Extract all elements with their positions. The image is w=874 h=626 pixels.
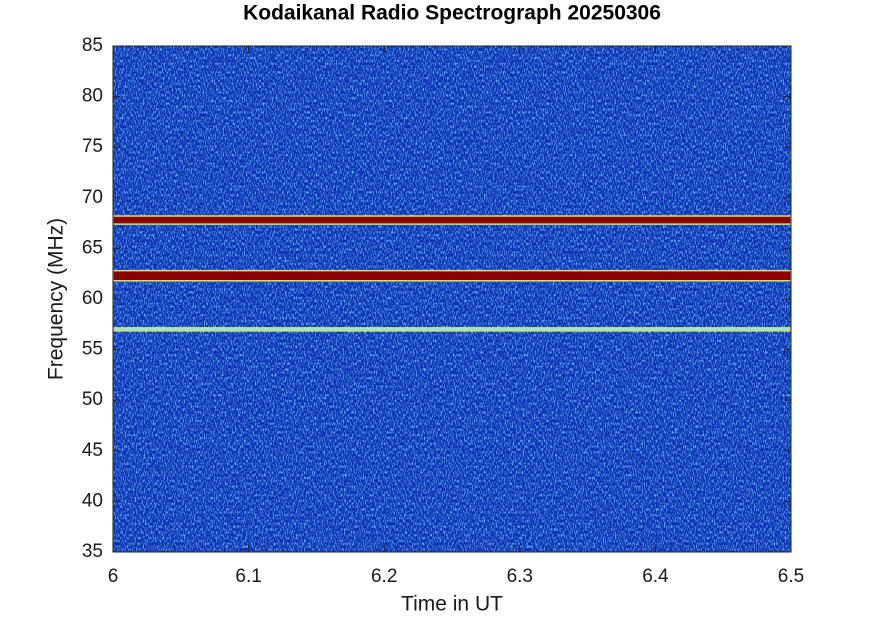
emission-band xyxy=(113,215,791,225)
y-tick-label: 45 xyxy=(82,440,103,461)
y-tick-label: 60 xyxy=(82,288,103,309)
x-tick-label: 6.4 xyxy=(642,566,669,587)
x-tick-label: 6.3 xyxy=(507,566,533,587)
y-tick-label: 70 xyxy=(82,187,103,208)
plot-area xyxy=(113,46,791,552)
x-tick-label: 6 xyxy=(108,566,119,587)
y-axis-label: Frequency (MHz) xyxy=(45,218,68,380)
x-tick-label: 6.1 xyxy=(235,566,261,587)
chart-title: Kodaikanal Radio Spectrograph 20250306 xyxy=(243,2,661,25)
y-tick-label: 80 xyxy=(82,86,103,107)
emission-band xyxy=(113,327,791,332)
y-tick-label: 65 xyxy=(82,237,103,258)
y-tick-label: 55 xyxy=(82,339,103,360)
spectrogram-noise xyxy=(113,46,791,552)
y-tick-label: 50 xyxy=(82,389,103,410)
y-tick-label: 35 xyxy=(82,541,103,562)
x-tick-label: 6.2 xyxy=(371,566,397,587)
y-tick-label: 40 xyxy=(82,490,103,511)
emission-band xyxy=(113,269,791,282)
x-axis-label: Time in UT xyxy=(401,593,503,616)
y-tick-label: 85 xyxy=(82,35,103,56)
y-tick-label: 75 xyxy=(82,136,103,157)
x-tick-label: 6.5 xyxy=(778,566,804,587)
